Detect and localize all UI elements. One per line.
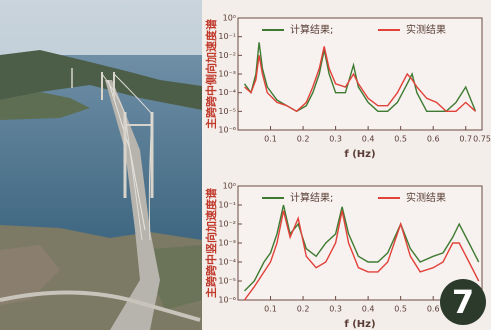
x-tick-label: 0.2 (297, 135, 310, 144)
plot-frame (237, 185, 483, 301)
legend-label: 实测结果 (406, 23, 446, 36)
series-line (243, 42, 477, 113)
y-tick-label: 10⁻¹ (218, 32, 236, 41)
y-tick-label: 10⁰ (223, 14, 236, 23)
x-tick-label: 0.4 (362, 135, 375, 144)
badge-circle (440, 279, 486, 325)
series-line (243, 210, 480, 301)
legend-label: 实测结果 (406, 191, 446, 204)
y-tick-label: 10⁻⁶ (218, 296, 236, 305)
y-tick-label: 10⁻⁶ (218, 126, 236, 135)
y-tick-label: 10⁻³ (218, 239, 236, 248)
y-tick-label: 10⁻³ (218, 70, 236, 79)
y-axis-label: 主跨跨中竖向加速度谱 (204, 188, 218, 298)
series-line (244, 46, 476, 113)
x-axis-label: f (Hz) (344, 149, 375, 160)
x-tick-label: 0.6 (427, 305, 440, 314)
bridge-photo (0, 0, 202, 330)
x-tick-label: 0.75 (473, 135, 491, 144)
x-tick-label: 0.1 (264, 135, 277, 144)
y-tick-label: 10⁻² (218, 51, 236, 60)
x-tick-label: 0.3 (329, 305, 342, 314)
x-tick-label: 0.3 (329, 135, 342, 144)
x-tick-label: 0.4 (362, 305, 375, 314)
series-line (244, 204, 480, 292)
y-tick-label: 10⁻⁴ (218, 88, 236, 97)
y-axis-label: 主跨跨中侧向加速度谱 (204, 19, 218, 129)
y-tick-label: 10⁰ (223, 182, 236, 191)
x-tick-label: 0.1 (264, 305, 277, 314)
charts: 10⁰ 10⁻¹ 10⁻² 10⁻³ 10⁻⁴ 10⁻⁵ 10⁻⁶ 0.1 0.2 0.3 0.4 0… (204, 14, 491, 330)
badge: 7 (452, 283, 474, 321)
y-tick-label: 10⁻⁴ (218, 258, 236, 267)
x-tick-label: 0.6 (427, 135, 440, 144)
x-tick-label: 0.2 (297, 305, 310, 314)
x-tick-label: 0.7 (459, 135, 472, 144)
y-tick-label: 10⁻⁵ (218, 107, 236, 116)
legend-label: 计算结果; (290, 23, 333, 36)
x-tick-label: 0.5 (394, 135, 407, 144)
y-tick-label: 10⁻⁵ (218, 277, 236, 286)
y-tick-label: 10⁻¹ (218, 201, 236, 210)
x-axis-label: f (Hz) (344, 319, 375, 330)
y-tick-label: 10⁻² (218, 220, 236, 229)
x-tick-label: 0.5 (394, 305, 407, 314)
legend-label: 计算结果; (290, 191, 333, 204)
